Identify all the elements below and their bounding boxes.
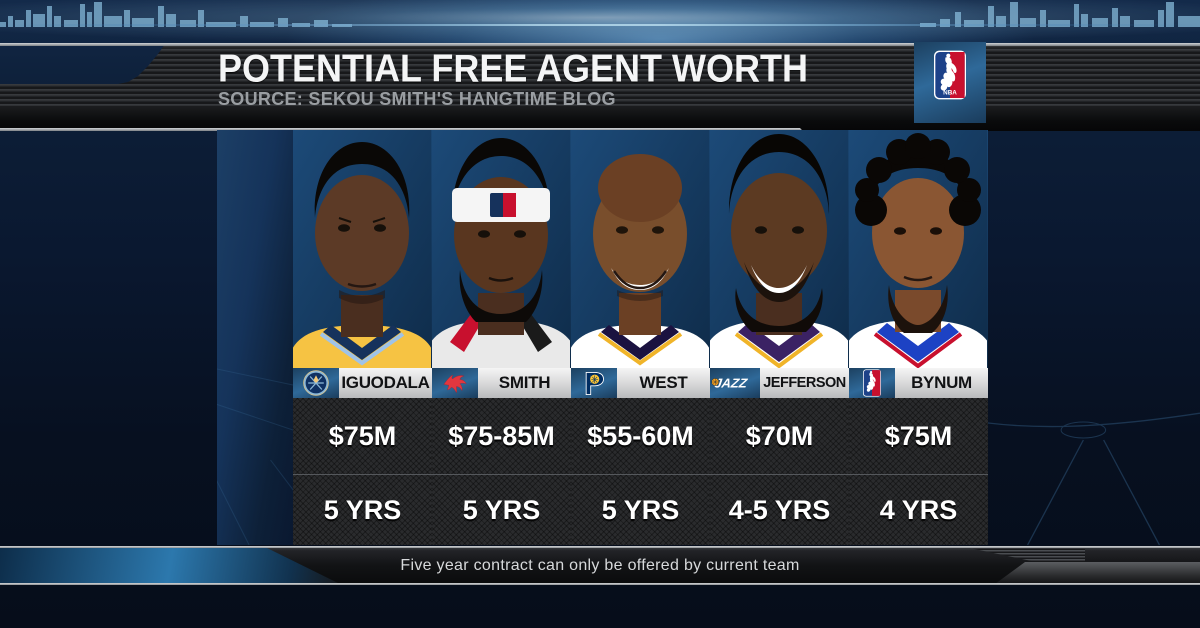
svg-text:NBA: NBA bbox=[943, 89, 957, 96]
